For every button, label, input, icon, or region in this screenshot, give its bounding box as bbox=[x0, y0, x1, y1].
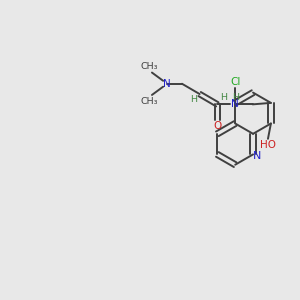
Text: CH₃: CH₃ bbox=[140, 97, 158, 106]
Text: CH₃: CH₃ bbox=[140, 62, 158, 71]
Text: N: N bbox=[253, 151, 262, 161]
Text: H: H bbox=[220, 93, 227, 102]
Text: HO: HO bbox=[260, 140, 276, 150]
Text: N: N bbox=[163, 79, 170, 89]
Text: H: H bbox=[232, 93, 239, 102]
Text: Cl: Cl bbox=[230, 77, 240, 87]
Text: O: O bbox=[213, 121, 221, 131]
Text: H: H bbox=[190, 95, 197, 104]
Text: N: N bbox=[231, 99, 239, 110]
